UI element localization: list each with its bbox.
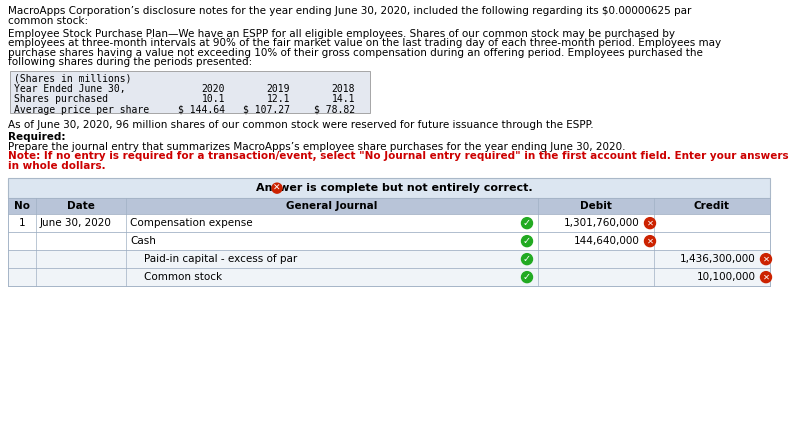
Circle shape — [645, 218, 655, 229]
Text: ✕: ✕ — [273, 184, 281, 193]
Circle shape — [521, 236, 532, 247]
Circle shape — [521, 218, 532, 229]
Text: purchase shares having a value not exceeding 10% of their gross compensation dur: purchase shares having a value not excee… — [8, 48, 703, 58]
Text: 12.1: 12.1 — [266, 94, 290, 104]
Text: $ 144.64: $ 144.64 — [178, 105, 225, 115]
Circle shape — [760, 272, 771, 282]
Circle shape — [521, 253, 532, 265]
Text: ✕: ✕ — [763, 255, 769, 264]
Text: Note: If no entry is required for a transaction/event, select "No Journal entry : Note: If no entry is required for a tran… — [8, 151, 788, 161]
Text: ✓: ✓ — [523, 236, 531, 246]
FancyBboxPatch shape — [8, 178, 770, 198]
Text: General Journal: General Journal — [286, 201, 378, 211]
Text: common stock:: common stock: — [8, 15, 88, 26]
Text: ✕: ✕ — [646, 237, 654, 246]
FancyBboxPatch shape — [8, 198, 770, 214]
Text: employees at three-month intervals at 90% of the fair market value on the last t: employees at three-month intervals at 90… — [8, 38, 721, 48]
Text: Average price per share: Average price per share — [14, 105, 149, 115]
Text: Compensation expense: Compensation expense — [130, 218, 253, 228]
Text: ✓: ✓ — [523, 272, 531, 282]
Text: Date: Date — [67, 201, 95, 211]
FancyBboxPatch shape — [8, 268, 770, 286]
Text: Answer is complete but not entirely correct.: Answer is complete but not entirely corr… — [256, 183, 532, 193]
Text: Employee Stock Purchase Plan—We have an ESPP for all eligible employees. Shares : Employee Stock Purchase Plan—We have an … — [8, 29, 675, 39]
FancyBboxPatch shape — [8, 214, 770, 232]
Text: Debit: Debit — [580, 201, 612, 211]
Circle shape — [521, 272, 532, 282]
Text: 10,100,000: 10,100,000 — [697, 272, 756, 282]
Text: No: No — [14, 201, 30, 211]
Text: As of June 30, 2020, 96 million shares of our common stock were reserved for fut: As of June 30, 2020, 96 million shares o… — [8, 120, 594, 130]
Circle shape — [645, 236, 655, 247]
Text: Paid-in capital - excess of par: Paid-in capital - excess of par — [144, 254, 297, 264]
Text: Year Ended June 30,: Year Ended June 30, — [14, 83, 126, 94]
Text: Required:: Required: — [8, 132, 65, 142]
Text: following shares during the periods presented:: following shares during the periods pres… — [8, 58, 252, 67]
Circle shape — [272, 183, 282, 193]
Text: 14.1: 14.1 — [332, 94, 355, 104]
FancyBboxPatch shape — [10, 71, 370, 113]
Text: ✕: ✕ — [763, 273, 769, 282]
Text: 144,640,000: 144,640,000 — [574, 236, 640, 246]
Text: 1,436,300,000: 1,436,300,000 — [681, 254, 756, 264]
Text: 10.1: 10.1 — [202, 94, 225, 104]
Text: (Shares in millions): (Shares in millions) — [14, 73, 132, 83]
Text: ✓: ✓ — [523, 254, 531, 264]
Text: $ 78.82: $ 78.82 — [314, 105, 355, 115]
Text: $ 107.27: $ 107.27 — [243, 105, 290, 115]
Text: 2018: 2018 — [332, 83, 355, 94]
Text: 1: 1 — [18, 218, 26, 228]
Text: Prepare the journal entry that summarizes MacroApps’s employee share purchases f: Prepare the journal entry that summarize… — [8, 142, 626, 152]
Text: ✕: ✕ — [646, 219, 654, 227]
Text: Shares purchased: Shares purchased — [14, 94, 108, 104]
Text: Common stock: Common stock — [144, 272, 222, 282]
Text: ✓: ✓ — [523, 218, 531, 228]
FancyBboxPatch shape — [8, 232, 770, 250]
Text: Cash: Cash — [130, 236, 156, 246]
Text: MacroApps Corporation’s disclosure notes for the year ending June 30, 2020, incl: MacroApps Corporation’s disclosure notes… — [8, 6, 691, 16]
Text: 1,301,760,000: 1,301,760,000 — [564, 218, 640, 228]
Text: Credit: Credit — [694, 201, 730, 211]
FancyBboxPatch shape — [8, 250, 770, 268]
Text: 2020: 2020 — [202, 83, 225, 94]
Circle shape — [760, 253, 771, 265]
Text: in whole dollars.: in whole dollars. — [8, 161, 106, 171]
Text: 2019: 2019 — [266, 83, 290, 94]
Text: June 30, 2020: June 30, 2020 — [40, 218, 112, 228]
